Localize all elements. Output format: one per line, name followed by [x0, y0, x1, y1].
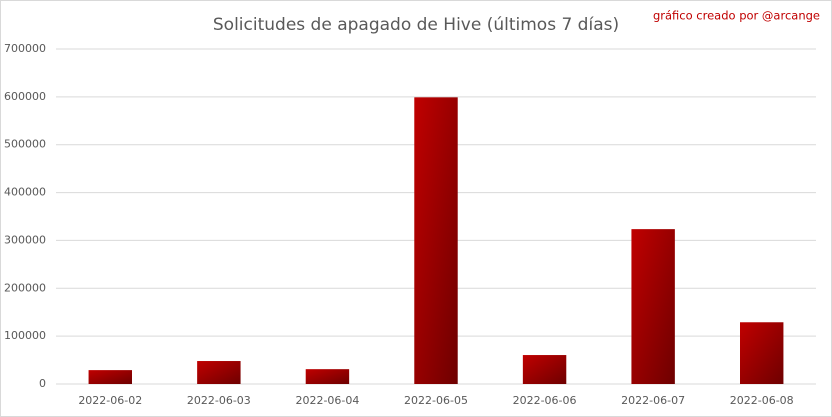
- x-tick-label: 2022-06-03: [187, 394, 251, 407]
- chart-title: Solicitudes de apagado de Hive (últimos …: [213, 15, 619, 35]
- x-tick-label: 2022-06-07: [621, 394, 685, 407]
- bar: [414, 97, 458, 384]
- y-tick-label: 300000: [4, 233, 46, 246]
- y-tick-label: 600000: [4, 90, 46, 103]
- y-tick-label: 400000: [4, 186, 46, 199]
- bar: [631, 229, 675, 384]
- x-tick-label: 2022-06-05: [404, 394, 468, 407]
- y-tick-label: 700000: [4, 42, 46, 55]
- y-tick-label: 500000: [4, 138, 46, 151]
- bar: [197, 361, 241, 384]
- bar: [88, 370, 132, 384]
- x-tick-label: 2022-06-02: [78, 394, 142, 407]
- bar: [305, 369, 350, 384]
- bar: [522, 355, 567, 384]
- y-tick-label: 200000: [4, 281, 46, 294]
- y-tick-label: 0: [39, 377, 46, 390]
- x-tick-label: 2022-06-06: [513, 394, 577, 407]
- bar: [740, 322, 784, 384]
- x-tick-label: 2022-06-04: [295, 394, 359, 407]
- y-tick-label: 100000: [4, 329, 46, 342]
- x-tick-label: 2022-06-08: [730, 394, 794, 407]
- annotation: gráfico creado por @arcange: [653, 9, 820, 23]
